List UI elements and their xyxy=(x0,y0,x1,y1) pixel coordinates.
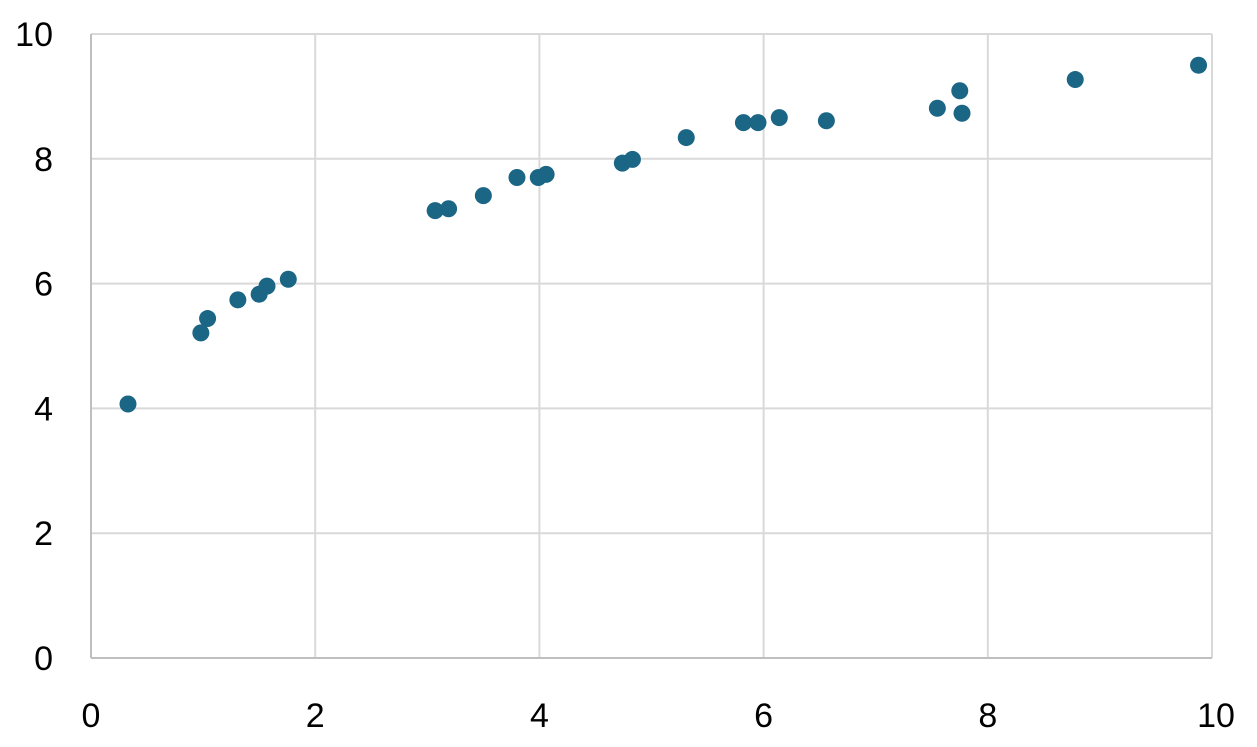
x-tick-label: 4 xyxy=(530,697,549,735)
data-point xyxy=(817,112,835,130)
data-point xyxy=(119,395,137,413)
y-tick-label: 8 xyxy=(34,141,53,179)
x-tick-label: 8 xyxy=(978,697,997,735)
data-point xyxy=(537,165,555,183)
data-point xyxy=(677,129,695,147)
axes xyxy=(90,34,1212,659)
data-point xyxy=(623,150,641,168)
data-point xyxy=(440,200,458,218)
y-tick-label: 4 xyxy=(34,390,53,428)
data-point xyxy=(734,114,752,132)
data-point xyxy=(279,270,297,288)
data-points xyxy=(119,56,1208,413)
data-point xyxy=(192,324,210,342)
data-point xyxy=(508,169,526,187)
data-point xyxy=(770,109,788,127)
data-point xyxy=(1066,71,1084,89)
y-tick-label: 0 xyxy=(34,640,53,678)
data-point xyxy=(928,99,946,117)
data-point xyxy=(426,202,444,220)
data-point xyxy=(229,291,247,309)
y-tick-label: 6 xyxy=(34,266,53,304)
x-tick-label: 6 xyxy=(754,697,773,735)
data-point xyxy=(199,310,217,328)
data-point xyxy=(1190,56,1208,74)
x-tick-label: 2 xyxy=(306,697,325,735)
data-point xyxy=(951,82,969,100)
x-tick-label: 10 xyxy=(1197,697,1235,735)
y-tick-label: 2 xyxy=(34,515,53,553)
x-tick-label: 0 xyxy=(82,697,101,735)
data-point xyxy=(258,277,276,295)
y-tick-label: 10 xyxy=(15,16,53,54)
data-point xyxy=(953,104,971,122)
data-point xyxy=(474,187,492,205)
tick-labels: 0 2 4 6 8 10 0 2 4 6 8 10 xyxy=(15,16,1235,735)
grid-lines xyxy=(91,33,1213,658)
data-point xyxy=(749,114,767,132)
